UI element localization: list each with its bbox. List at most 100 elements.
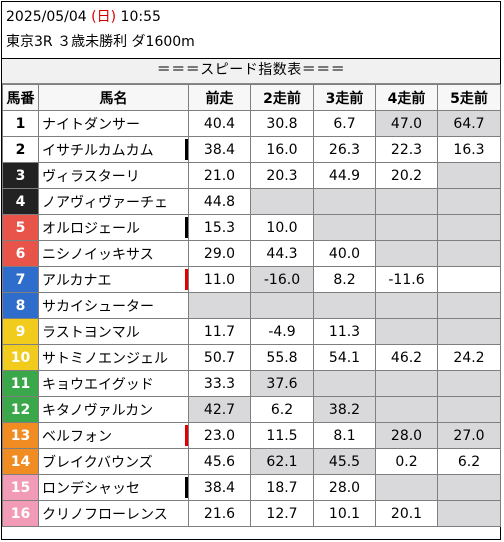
speed-4-races-ago: -11.6 [375, 266, 438, 293]
horse-name: オルロジェール [42, 220, 140, 237]
horse-number: 16 [2, 500, 39, 527]
speed-last-race: 44.8 [188, 188, 251, 215]
speed-4-races-ago: 46.2 [375, 344, 438, 371]
horse-name: ラストヨンマル [42, 324, 140, 341]
speed-5-races-ago [437, 240, 501, 267]
horse-name-cell: サカイシューター [38, 292, 189, 319]
table-row: 12 キタノヴァルカン 42.7 6.2 38.2 [2, 396, 501, 423]
speed-last-race: 38.4 [188, 474, 251, 501]
speed-2-races-ago: 62.1 [250, 448, 314, 475]
speed-4-races-ago: 20.2 [375, 162, 438, 189]
horse-name-cell: ノアヴィヴァーチェ [38, 188, 189, 215]
horse-name-cell: ベルフォン [38, 422, 189, 449]
speed-2-races-ago: 11.5 [250, 422, 314, 449]
horse-name-cell: キョウエイグッド [38, 370, 189, 397]
table-row: 5 オルロジェール 15.3 10.0 [2, 214, 501, 241]
horse-number: 13 [2, 422, 39, 449]
black-marker [185, 139, 188, 160]
speed-last-race: 45.6 [188, 448, 251, 475]
column-header-4-races-ago: 4走前 [375, 84, 438, 111]
speed-5-races-ago [437, 370, 501, 397]
speed-5-races-ago [437, 396, 501, 423]
horse-number: 11 [2, 370, 39, 397]
speed-4-races-ago [375, 396, 438, 423]
horse-number: 7 [2, 266, 39, 293]
table-row: 1 ナイトダンサー 40.4 30.8 6.7 47.0 64.7 [2, 110, 501, 137]
speed-5-races-ago [437, 292, 501, 319]
speed-2-races-ago: 44.3 [250, 240, 314, 267]
speed-last-race: 21.0 [188, 162, 251, 189]
speed-3-races-ago: 10.1 [313, 500, 376, 527]
column-header-3-races-ago: 3走前 [313, 84, 376, 111]
speed-3-races-ago: 11.3 [313, 318, 376, 345]
speed-5-races-ago [437, 214, 501, 241]
speed-3-races-ago [313, 188, 376, 215]
speed-4-races-ago: 47.0 [375, 110, 438, 137]
speed-2-races-ago: 16.0 [250, 136, 314, 163]
horse-number: 14 [2, 448, 39, 475]
speed-2-races-ago [250, 292, 314, 319]
day-of-week: (日) [91, 9, 117, 25]
speed-4-races-ago: 22.3 [375, 136, 438, 163]
speed-last-race: 11.7 [188, 318, 251, 345]
horse-name: キョウエイグッド [42, 376, 154, 393]
speed-3-races-ago [313, 214, 376, 241]
horse-number: 10 [2, 344, 39, 371]
horse-name: サカイシューター [42, 298, 154, 315]
horse-name-cell: アルカナエ [38, 266, 189, 293]
horse-number: 3 [2, 162, 39, 189]
horse-number: 8 [2, 292, 39, 319]
table-row: 14 ブレイクバウンズ 45.6 62.1 45.5 0.2 6.2 [2, 448, 501, 475]
speed-last-race: 33.3 [188, 370, 251, 397]
speed-2-races-ago: 20.3 [250, 162, 314, 189]
speed-2-races-ago: -4.9 [250, 318, 314, 345]
table-row: 11 キョウエイグッド 33.3 37.6 [2, 370, 501, 397]
speed-3-races-ago: 45.5 [313, 448, 376, 475]
speed-2-races-ago: 30.8 [250, 110, 314, 137]
race-title: 東京3R ３歳未勝利 ダ1600m [6, 34, 195, 50]
speed-2-races-ago: 37.6 [250, 370, 314, 397]
table-row: 8 サカイシューター [2, 292, 501, 319]
race-datetime: 2025/05/04 (日) 10:55 [6, 8, 161, 26]
horse-name-cell: サトミノエンジェル [38, 344, 189, 371]
black-marker [185, 217, 188, 238]
horse-name-cell: イサチルカムカム [38, 136, 189, 163]
speed-4-races-ago [375, 240, 438, 267]
horse-number: 9 [2, 318, 39, 345]
column-header-2-races-ago: 2走前 [250, 84, 314, 111]
speed-4-races-ago: 0.2 [375, 448, 438, 475]
speed-3-races-ago: 6.7 [313, 110, 376, 137]
horse-name: サトミノエンジェル [42, 350, 168, 367]
speed-5-races-ago [437, 188, 501, 215]
horse-number: 2 [2, 136, 39, 163]
race-date: 2025/05/04 [6, 9, 87, 25]
speed-5-races-ago: 6.2 [437, 448, 501, 475]
horse-name: ベルフォン [42, 428, 112, 445]
horse-name-cell: ニシノイッキサス [38, 240, 189, 267]
table-banner: ＝＝＝スピード指数表＝＝＝ [2, 59, 500, 84]
horse-number: 4 [2, 188, 39, 215]
speed-5-races-ago: 64.7 [437, 110, 501, 137]
horse-name: ニシノイッキサス [42, 246, 154, 263]
speed-4-races-ago [375, 292, 438, 319]
speed-index-table: 馬番 馬名 前走 2走前 3走前 4走前 5走前 1 ナイトダンサー 40.4 30.… [2, 84, 501, 527]
speed-5-races-ago: 24.2 [437, 344, 501, 371]
horse-name: ナイトダンサー [42, 116, 140, 133]
speed-5-races-ago: 16.3 [437, 136, 501, 163]
red-marker [185, 425, 188, 446]
table-row: 15 ロンデシャッセ 38.4 18.7 28.0 [2, 474, 501, 501]
table-row: 4 ノアヴィヴァーチェ 44.8 [2, 188, 501, 215]
table-row: 3 ヴィラスターリ 21.0 20.3 44.9 20.2 [2, 162, 501, 189]
speed-last-race: 42.7 [188, 396, 251, 423]
black-marker [185, 477, 188, 498]
horse-name: ノアヴィヴァーチェ [42, 194, 168, 211]
speed-last-race [188, 292, 251, 319]
horse-name: ロンデシャッセ [42, 480, 140, 497]
speed-last-race: 50.7 [188, 344, 251, 371]
speed-2-races-ago: 55.8 [250, 344, 314, 371]
speed-4-races-ago: 28.0 [375, 422, 438, 449]
table-row: 10 サトミノエンジェル 50.7 55.8 54.1 46.2 24.2 [2, 344, 501, 371]
speed-5-races-ago [437, 500, 501, 527]
column-header-5-races-ago: 5走前 [437, 84, 501, 111]
